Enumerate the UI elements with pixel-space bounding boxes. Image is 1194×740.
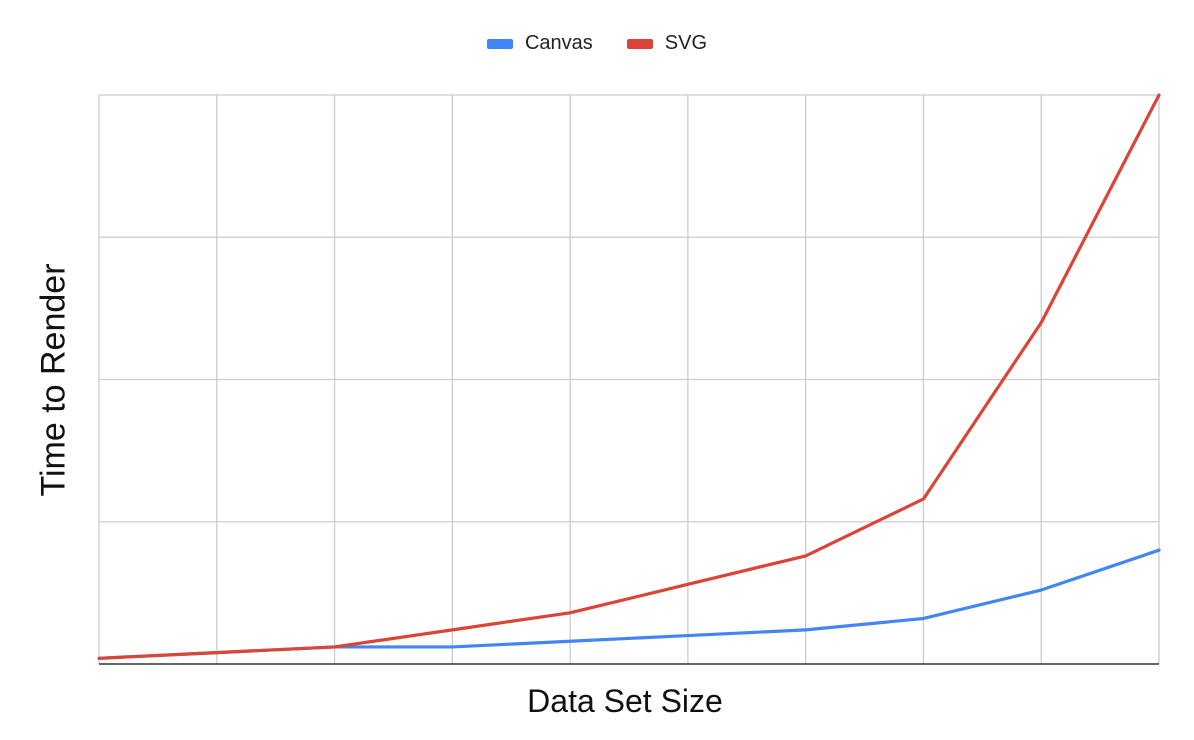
series-line-canvas	[97, 548, 1161, 660]
y-axis-title: Time to Render	[34, 263, 73, 497]
series-line-svg	[97, 93, 1161, 660]
legend-item-canvas: Canvas	[486, 32, 593, 55]
legend-label-canvas: Canvas	[524, 32, 593, 54]
chart-legend: Canvas SVG	[0, 32, 1194, 55]
legend-label-svg: SVG	[664, 32, 708, 54]
x-axis-title: Data Set Size	[527, 683, 723, 719]
legend-item-svg: SVG	[626, 32, 708, 55]
legend-swatch-svg	[626, 38, 653, 49]
legend-swatch-canvas	[486, 38, 513, 49]
